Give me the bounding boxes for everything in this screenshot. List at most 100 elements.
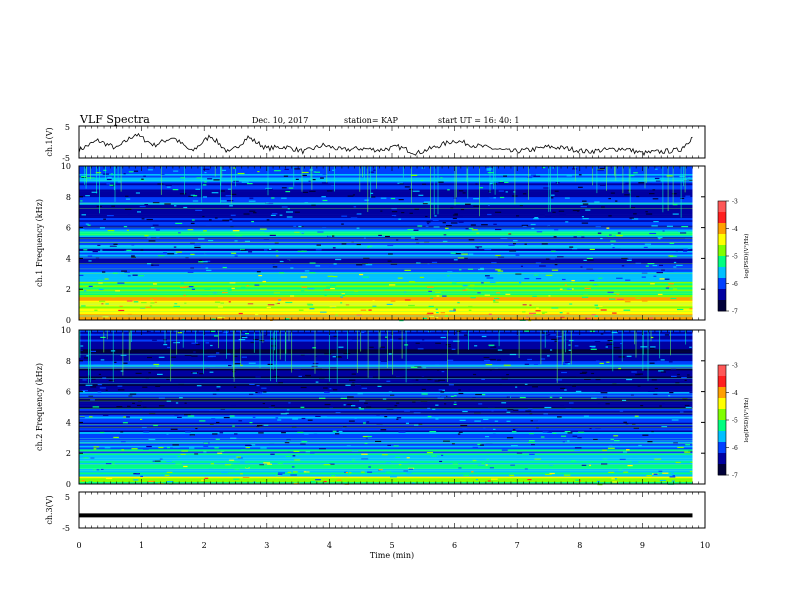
ch1-spectrogram-speck [535, 310, 541, 312]
x-tick-label: 3 [264, 541, 269, 550]
ch1-spectrogram-speck [190, 242, 195, 244]
ch1-spectrogram-speck [111, 296, 116, 298]
ch1-spectrogram-speck [645, 183, 653, 185]
ch2-spectrogram-speck [176, 474, 180, 476]
ch2-spectrogram-speck [158, 479, 164, 481]
ch1-spectrogram-band [79, 308, 693, 311]
ch2-spectrogram-speck [310, 480, 316, 483]
ch1-spectrogram-speck [521, 224, 529, 226]
ch1-spectrogram-speck [190, 222, 195, 224]
ch1-spectrogram-speck [288, 187, 294, 189]
ch2-spectrogram-speck [381, 454, 388, 456]
ch1-spectrogram-speck [626, 259, 632, 261]
ch1-colorbar-swatch [718, 309, 726, 312]
ch1-spectrogram-speck [458, 221, 464, 223]
ch2-colorbar-swatch [718, 443, 726, 447]
ch1-spectrogram-speck [615, 248, 621, 251]
ch2-spectrogram-speck [104, 447, 111, 449]
ch2-spectrogram-speck [605, 346, 608, 348]
ch1-spectrogram-speck [279, 260, 284, 263]
ch1-spectrogram-speck [522, 304, 527, 306]
ch2-spectrogram-speck [262, 402, 265, 405]
ch2-spectrogram-speck [259, 340, 265, 342]
ch2-spectrogram-band [79, 399, 693, 402]
ch1-spectrogram-speck [388, 253, 393, 255]
ch1-spectrogram-speck [126, 256, 131, 259]
ch1-spectrogram-speck [615, 200, 618, 202]
ch2-spectrogram-speck [210, 463, 214, 465]
ch2-spectrogram-speck [626, 355, 632, 357]
ch2-spectrogram-speck [172, 444, 179, 446]
ch1-spectrogram-speck [139, 205, 146, 208]
ch2-colorbar-swatch [718, 451, 726, 454]
ch2-spectrogram-speck [194, 453, 199, 455]
ch2-spectrogram-speck [195, 427, 198, 430]
ch2-spectrogram-speck [343, 426, 347, 428]
ch2-spectrogram-speck [176, 385, 181, 388]
ch1-spectrogram-speck [599, 254, 606, 256]
ch2-spectrogram-speck [261, 387, 267, 389]
ch2-spectrogram-speck [554, 340, 558, 342]
ch1-colorbar-swatch [718, 298, 726, 301]
ch1-spectrogram-speck [329, 266, 336, 268]
ch2-spectrogram-speck [112, 463, 115, 465]
ch2-spectrogram-speck [237, 457, 243, 459]
ch2-spectrogram-band [79, 376, 693, 379]
ch1-spectrogram-band [79, 183, 693, 186]
ch2-spectrogram-speck [421, 388, 426, 390]
ch2-spectrogram-band [79, 422, 693, 425]
ch1-spectrogram-speck [641, 272, 648, 274]
ch1-spectrogram-speck [202, 184, 207, 186]
ch2-spectrogram-speck [661, 426, 668, 428]
ch2-spectrogram-speck [524, 383, 528, 385]
ch2-spectrogram-band [79, 391, 693, 394]
ch2-spectrogram-speck [658, 470, 663, 472]
ch2-spectrogram-speck [324, 391, 328, 393]
ch1-spectrogram-speck [491, 262, 497, 264]
ch1-spectrogram-speck [152, 202, 160, 204]
ch1-spectrogram-speck [300, 232, 305, 234]
ch2-spectrogram-band [79, 362, 693, 365]
ch1-spectrogram-speck [427, 312, 434, 314]
ch1-spectrogram-speck [173, 170, 179, 172]
ch1-spectrogram-speck [204, 252, 210, 255]
ch1-spectrogram-speck [87, 255, 93, 257]
ch1-spectrogram-band [79, 294, 693, 298]
ch2-spectrogram-speck [677, 373, 680, 376]
ch1-spectrogram-speck [166, 296, 173, 298]
ch1-spectrogram-speck [662, 230, 665, 232]
ch1-spectrogram-speck [300, 276, 308, 278]
ch1-spectrogram-speck [247, 183, 253, 185]
ch1-spectrogram-band [79, 250, 693, 253]
ch1-spectrogram-speck [248, 251, 253, 253]
ch1-spectrogram-speck [150, 227, 155, 229]
ch1-spectrogram-speck [455, 253, 461, 255]
ch2-spectrogram-band [79, 457, 693, 460]
ch2-spectrogram-speck [361, 387, 368, 389]
ch2-spectrogram-band [79, 412, 693, 415]
ch2-spectrogram-band [79, 360, 693, 364]
ch1-spectrogram-speck [493, 223, 497, 225]
ch2-spectrogram-speck [481, 335, 487, 338]
ch1-spectrogram-speck [654, 200, 662, 202]
ch1-spectrogram-speck [158, 255, 165, 257]
ch1-spectrogram-speck [217, 316, 225, 319]
ch1-waveform-ylabel: ch.1(V) [45, 127, 54, 156]
ch1-spectrogram-speck [654, 205, 660, 207]
ch2-spectrogram-band [79, 414, 693, 417]
ch1-spectrogram-speck [293, 225, 297, 227]
ch1-spectrogram-speck [447, 189, 450, 191]
ch1-spectrogram-speck [413, 249, 420, 251]
ch1-spectrogram-speck [585, 209, 591, 211]
ch1-spectrogram-speck [653, 275, 657, 277]
ch1-spectrogram-speck [397, 182, 403, 184]
ch1-spectrogram-band [79, 246, 693, 250]
ch2-spectrogram-speck [625, 423, 629, 425]
ch1-spectrogram-speck [655, 305, 660, 307]
ch2-spectrogram-speck [240, 473, 243, 475]
ch2-spectrogram-speck [102, 377, 107, 379]
ch2-spectrogram-speck [540, 436, 545, 438]
ch2-spectrogram-speck [345, 472, 348, 474]
ch2-spectrogram-speck [90, 350, 96, 352]
ch1-spectrogram-speck [115, 290, 120, 292]
